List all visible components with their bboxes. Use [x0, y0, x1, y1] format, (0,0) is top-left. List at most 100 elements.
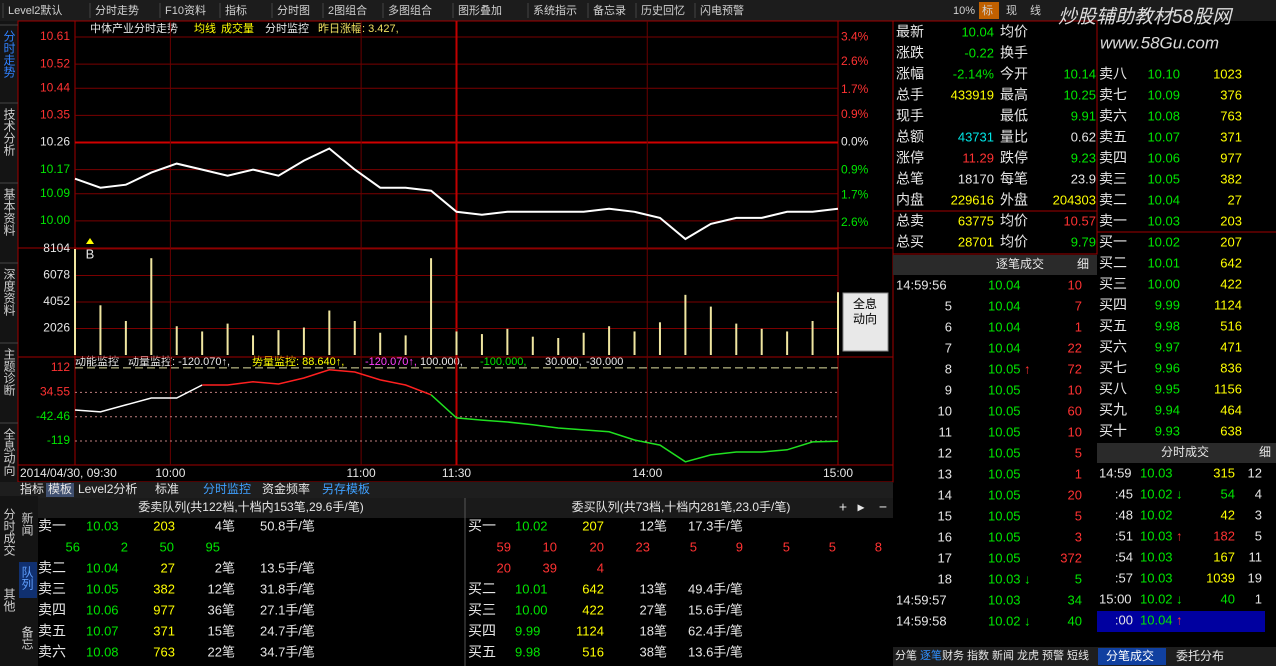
bottom-tab[interactable]: 模板 — [48, 482, 72, 496]
side-tab[interactable]: 分时成交 — [2, 508, 16, 557]
tick-price: 10.03 — [988, 592, 1021, 607]
volume-bar — [582, 332, 585, 355]
side-tab[interactable]: 新闻 — [20, 511, 34, 536]
toolbar-item[interactable]: Level2默认 — [8, 4, 62, 17]
book-price: 9.97 — [1155, 339, 1180, 354]
queue-order: 95 — [206, 539, 220, 554]
quote-label: 内盘 — [896, 192, 924, 208]
quote-label: 换手 — [1000, 45, 1028, 61]
side-tab[interactable]: 其他 — [2, 588, 16, 612]
book-volume: 464 — [1220, 402, 1242, 417]
status-tab[interactable]: 财务 — [942, 648, 964, 662]
book-price: 9.98 — [1155, 318, 1180, 333]
tick-volume: 72 — [1068, 361, 1082, 376]
toolbar-item[interactable]: 系统指示 — [533, 3, 577, 17]
panel-tab[interactable]: 委托分布 — [1176, 649, 1224, 663]
tick-volume: 5 — [1075, 571, 1082, 586]
bottom-tab[interactable]: 指标 — [20, 481, 44, 496]
side-button-label[interactable]: 全息 — [853, 296, 877, 311]
status-tab[interactable]: 龙虎 — [1017, 649, 1039, 662]
queue-volume: 203 — [153, 518, 175, 533]
status-tab[interactable]: 指数 — [967, 648, 989, 662]
book-price: 10.02 — [1147, 234, 1180, 249]
toolbar-item[interactable]: 图形叠加 — [458, 4, 502, 17]
book-volume: 977 — [1220, 150, 1242, 165]
trade-count: 1 — [1255, 591, 1262, 606]
volume-bar — [658, 322, 661, 355]
side-tab[interactable]: 全息动向 — [2, 427, 16, 476]
toolbar-item[interactable]: 备忘录 — [593, 3, 626, 17]
bottom-tab[interactable]: 标准 — [155, 482, 179, 496]
queue-order: 10 — [543, 539, 557, 554]
status-tab[interactable]: 新闻 — [992, 648, 1014, 662]
status-tab[interactable]: 预警 — [1042, 648, 1064, 662]
time-tick-label: 15:00 — [823, 466, 853, 480]
tick-time: 8 — [945, 361, 952, 376]
toolbar-item[interactable]: 闪电预警 — [700, 3, 744, 17]
bottom-tab[interactable]: 分时监控 — [203, 482, 251, 496]
toolbar-item[interactable]: 多图组合 — [388, 3, 432, 17]
side-tab[interactable]: 队列 — [20, 565, 34, 590]
row-highlight — [1097, 611, 1265, 632]
side-tab[interactable]: 技术分析 — [2, 108, 16, 157]
side-button[interactable] — [842, 292, 889, 352]
queue-order: 59 — [497, 539, 511, 554]
bottom-tab[interactable]: 资金频率 — [262, 481, 310, 496]
tick-volume: 5 — [1075, 445, 1082, 460]
series-line — [202, 369, 432, 396]
view-toggle[interactable]: 现 — [1006, 4, 1017, 17]
volume-bar — [531, 336, 534, 355]
panel-tab[interactable]: 分笔成交 — [1106, 648, 1154, 663]
queue-average: 24.7手/笔 — [260, 623, 315, 638]
view-toggle[interactable]: 10% — [953, 5, 975, 17]
tick-time: 9 — [945, 382, 952, 397]
side-button-label[interactable]: 动向 — [853, 311, 877, 326]
queue-control[interactable]: ▸ — [857, 499, 864, 515]
book-volume: 516 — [1220, 318, 1242, 333]
panel-button[interactable]: 细 — [1077, 257, 1089, 271]
toolbar-item[interactable]: 分时图 — [277, 4, 310, 17]
panel-button[interactable]: 细 — [1259, 445, 1271, 459]
view-toggle[interactable]: 标 — [982, 3, 993, 17]
panel-title: 逐笔成交 — [996, 256, 1044, 271]
status-tab[interactable]: 短线 — [1067, 648, 1089, 662]
status-tab[interactable]: 分笔 — [895, 648, 917, 662]
view-toggle[interactable]: 线 — [1030, 3, 1041, 17]
toolbar-item[interactable]: F10资料 — [165, 3, 206, 17]
side-tab[interactable]: 主题诊断 — [2, 348, 16, 397]
bottom-tab[interactable]: Level2分析 — [78, 482, 137, 496]
buy-marker-arrow — [86, 238, 94, 244]
trade-time: :00 — [1115, 612, 1133, 627]
indicator-tick-label: 112 — [51, 360, 70, 374]
quote-label: 总卖 — [896, 213, 924, 229]
percent-tick-label: 2.6% — [841, 54, 869, 68]
quote-value: 0.62 — [1071, 129, 1096, 144]
side-tab[interactable]: 分时走势 — [2, 30, 16, 78]
bottom-tab[interactable]: 另存模板 — [322, 482, 370, 496]
toolbar-item[interactable]: 分时走势 — [95, 4, 139, 17]
series-line — [430, 394, 839, 463]
toolbar-item[interactable]: 历史回忆 — [641, 4, 685, 17]
queue-control[interactable]: − — [879, 499, 887, 515]
side-tab[interactable]: 备忘 — [20, 626, 34, 650]
volume-bar — [74, 249, 76, 355]
book-label: 卖五 — [1099, 129, 1127, 145]
queue-control[interactable]: + — [839, 499, 847, 515]
book-price: 10.05 — [1147, 171, 1180, 186]
book-volume: 203 — [1220, 213, 1242, 228]
queue-orders: 15笔 — [208, 623, 235, 638]
trade-time: :57 — [1115, 570, 1133, 585]
side-tab[interactable]: 基本资料 — [2, 188, 16, 236]
tick-list-header — [893, 255, 1097, 275]
toolbar-item[interactable]: 2图组合 — [328, 3, 367, 17]
queue-price: 10.00 — [515, 602, 548, 617]
side-tab[interactable]: 深度资料 — [2, 268, 16, 316]
status-tab[interactable]: 逐笔 — [920, 648, 942, 662]
queue-price: 10.08 — [86, 644, 119, 659]
book-volume: 422 — [1220, 276, 1242, 291]
quote-value: 63775 — [958, 213, 994, 228]
trade-count: 11 — [1249, 549, 1263, 564]
toolbar-item[interactable]: 指标 — [225, 3, 247, 17]
book-volume: 1023 — [1213, 66, 1242, 81]
